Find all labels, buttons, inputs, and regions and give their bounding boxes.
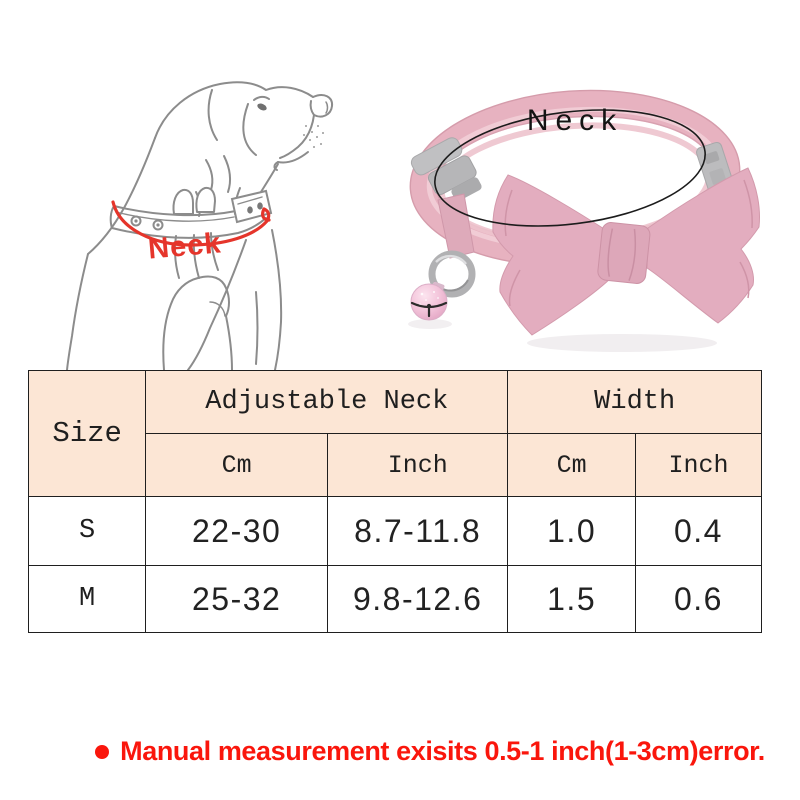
col-header-width: Width	[507, 370, 762, 434]
cell-width-inch: 0.4	[634, 496, 763, 566]
red-dot-bullet-icon	[95, 744, 110, 759]
bell-icon	[410, 281, 448, 321]
bell-shadow	[408, 319, 452, 329]
bow-knot	[597, 222, 651, 284]
sketch-collar-band	[109, 189, 273, 239]
cell-width-cm: 1.5	[507, 565, 636, 633]
cell-neck-inch: 9.8-12.6	[327, 565, 509, 633]
cell-size: S	[27, 496, 147, 566]
col-header-neck-cm: Cm	[145, 433, 329, 497]
col-header-neck-inch: Inch	[327, 433, 509, 497]
collar-product-photo: Neck	[400, 40, 800, 370]
sketch-neck-label: Neck	[147, 227, 223, 265]
photo-neck-ellipse	[434, 109, 706, 227]
measurement-note-text: Manual measurement exisits 0.5-1 inch(1-…	[120, 736, 765, 766]
cell-width-cm: 1.0	[507, 496, 636, 566]
cell-size: M	[27, 565, 147, 633]
col-header-size: Size	[27, 370, 147, 497]
release-buckle	[410, 137, 482, 259]
photo-neck-label: Neck	[527, 104, 623, 137]
cell-neck-cm: 25-32	[145, 565, 329, 633]
sketch-neck-annotation: Neck	[111, 200, 271, 266]
hanging-strap	[437, 193, 475, 259]
col-header-width-inch: Inch	[634, 433, 763, 497]
measurement-note: Manual measurement exisits 0.5-1 inch(1-…	[60, 736, 800, 767]
collar-photo: Neck	[408, 89, 760, 352]
sketch-neck-ellipse	[111, 200, 271, 247]
size-chart-table: Size Adjustable Neck Width Cm Inch Cm In…	[27, 370, 763, 633]
dog-head-sketch	[66, 81, 334, 371]
dog-measurement-illustration: Neck	[60, 40, 400, 371]
cell-neck-cm: 22-30	[145, 496, 329, 566]
col-header-width-cm: Cm	[507, 433, 636, 497]
col-header-adjustable-neck: Adjustable Neck	[145, 370, 509, 434]
cell-neck-inch: 8.7-11.8	[327, 496, 509, 566]
table-row-size-m: M 25-32 9.8-12.6 1.5 0.6	[27, 565, 763, 633]
bow-shadow	[527, 334, 717, 352]
dog-eye	[257, 103, 267, 111]
table-row-size-s: S 22-30 8.7-11.8 1.0 0.4	[27, 496, 763, 566]
dog-sketch: Neck	[66, 81, 334, 371]
bow	[492, 167, 760, 336]
hand-sketch	[162, 186, 233, 371]
cell-width-inch: 0.6	[634, 565, 763, 633]
whisker-dots	[303, 125, 324, 148]
